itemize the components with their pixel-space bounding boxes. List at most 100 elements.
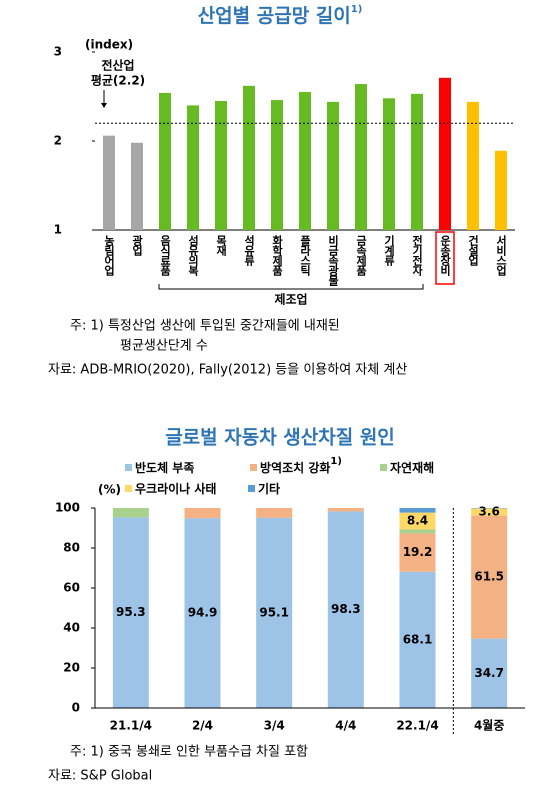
text-main: 자연재해 <box>390 460 434 475</box>
text-main: 반도체 부족 <box>135 460 194 475</box>
x-tick-label: 광업 <box>131 235 144 256</box>
data-label: 8.4 <box>407 514 428 528</box>
x-tick-label: 건설업 <box>467 234 480 266</box>
bar-segment <box>399 512 436 530</box>
bar-segment <box>471 508 508 516</box>
data-label: 19.2 <box>403 545 433 559</box>
text-main: 기타 <box>258 481 280 496</box>
bar <box>495 150 507 230</box>
y-tick-label: 3 <box>54 45 62 59</box>
bar <box>467 101 479 230</box>
chart-title: 산업별 공급망 길이1) <box>198 4 363 27</box>
bar-segment <box>112 508 149 518</box>
legend-swatch <box>250 464 257 471</box>
bar-segment <box>256 517 293 708</box>
bar-segment <box>471 515 508 639</box>
text-main: 산업별 공급망 길이 <box>198 5 351 27</box>
bar <box>327 101 339 230</box>
bar <box>271 100 283 230</box>
data-label: 61.5 <box>474 570 504 584</box>
bar <box>131 142 143 230</box>
bar <box>411 93 423 230</box>
bar-segment <box>184 508 221 519</box>
x-tick-label: 목재 <box>215 235 228 257</box>
highlight-box <box>435 231 455 285</box>
x-tick-label: 금속제품 <box>355 235 368 276</box>
bar <box>243 85 255 230</box>
note: 자료: S&P Global <box>48 769 152 784</box>
data-label: 95.3 <box>116 605 146 619</box>
legend-label: 기타 <box>258 481 280 496</box>
bar-segment <box>184 518 221 708</box>
reference-label: 평균(2.2) <box>91 74 145 88</box>
legend-swatch <box>125 464 132 471</box>
note: 주: 1) 특정산업 생산에 투입된 중간재들에 내재된 <box>70 319 340 334</box>
x-tick-label: 비금속광물 <box>327 234 340 286</box>
x-tick-label: 전기전자 <box>411 234 424 277</box>
y-tick-label: 60 <box>63 581 80 595</box>
y-tick-label: 80 <box>63 541 80 555</box>
x-tick-label: 4/4 <box>335 719 356 733</box>
bar-segment <box>399 571 436 708</box>
chart-title: 글로벌 자동차 생산차질 원인 <box>165 427 395 449</box>
reference-label: 전산업 <box>101 58 134 73</box>
bar-segment <box>112 517 149 708</box>
x-tick-label: 운송장비 <box>439 235 452 277</box>
x-tick-label: 3/4 <box>264 719 285 733</box>
x-tick-label: 석유류 <box>243 234 256 267</box>
arrow-head <box>101 103 107 108</box>
y-axis-label: (index) <box>85 38 133 52</box>
data-label: 95.1 <box>259 605 289 619</box>
bar <box>383 98 395 230</box>
bar-segment <box>327 508 364 512</box>
bar-segment <box>399 533 436 572</box>
legend-label: 방역조치 강화1) <box>260 456 342 475</box>
x-tick-label: 서비스업 <box>495 234 508 276</box>
x-tick-label: 농림어업 <box>103 235 116 276</box>
x-tick-label: 21.1/4 <box>110 719 152 733</box>
bar-segment <box>471 638 508 708</box>
note: 평균생산단계 수 <box>120 339 208 354</box>
y-axis-label: (%) <box>98 483 121 497</box>
bar-segment <box>327 511 364 708</box>
data-label: 34.7 <box>474 666 504 680</box>
x-tick-label: 플라스틱 <box>299 235 312 277</box>
legend-label: 자연재해 <box>390 460 434 475</box>
y-tick-label: 2 <box>54 134 62 148</box>
data-label: 94.9 <box>188 606 218 620</box>
x-tick-label: 4월중 <box>474 718 504 733</box>
bar <box>187 105 199 230</box>
note: 자료: ADB-MRIO(2020), Fally(2012) 등을 이용하여 … <box>48 363 407 378</box>
group-label: 제조업 <box>274 293 307 307</box>
legend-swatch <box>125 485 132 492</box>
text-main: 방역조치 강화 <box>260 460 330 475</box>
x-tick-label: 기계류 <box>383 234 396 267</box>
x-tick-label: 2/4 <box>192 719 213 733</box>
legend-label: 반도체 부족 <box>135 460 194 475</box>
bar <box>215 100 227 230</box>
bar <box>355 84 367 230</box>
bar <box>439 77 451 230</box>
x-tick-label: 22.1/4 <box>396 719 438 733</box>
text-main: 우크라이나 사태 <box>135 481 216 496</box>
data-label: 98.3 <box>331 602 361 616</box>
legend-swatch <box>248 485 255 492</box>
group-bracket <box>158 284 424 290</box>
y-tick-label: 100 <box>55 501 80 515</box>
x-tick-label: 섬유의복 <box>187 234 200 277</box>
data-label: 3.6 <box>479 505 500 519</box>
bar <box>159 92 171 230</box>
y-tick-label: 20 <box>63 661 80 675</box>
superscript: 1) <box>351 4 363 15</box>
y-tick-label: 1 <box>54 223 62 237</box>
bar <box>299 92 311 230</box>
legend-swatch <box>380 464 387 471</box>
note: 주: 1) 중국 봉쇄로 인한 부품수급 차질 포함 <box>70 745 308 760</box>
bar <box>103 135 115 230</box>
y-tick-label: 40 <box>63 621 80 635</box>
bar-segment <box>399 508 436 513</box>
x-tick-label: 음식료품 <box>159 235 172 276</box>
data-label: 68.1 <box>403 632 433 646</box>
bar-segment <box>256 508 293 518</box>
